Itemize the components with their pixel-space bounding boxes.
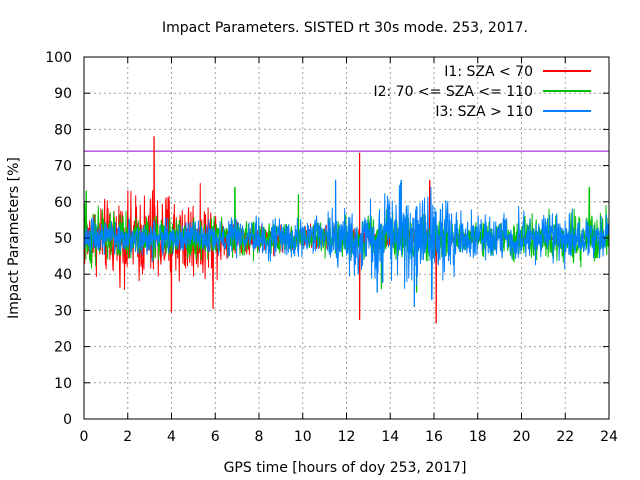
y-tick-label: 60 — [54, 195, 72, 211]
y-axis-label: Impact Parameters [%] — [6, 157, 22, 319]
y-tick-label: 0 — [63, 412, 72, 428]
x-tick-label: 2 — [123, 429, 132, 445]
y-tick-label: 100 — [45, 50, 72, 66]
x-tick-label: 0 — [80, 429, 89, 445]
y-tick-label: 90 — [54, 86, 72, 102]
x-tick-label: 16 — [425, 429, 443, 445]
legend-label: I2: 70 <= SZA <= 110 — [373, 84, 533, 100]
x-tick-label: 14 — [381, 429, 399, 445]
legend: I1: SZA < 70 I2: 70 <= SZA <= 110 I3: SZA … — [373, 64, 591, 120]
series-3 — [83, 179, 610, 308]
y-tick-label: 70 — [54, 159, 72, 175]
series-lines — [83, 136, 610, 324]
x-tick-label: 6 — [211, 429, 220, 445]
x-tick-label: 24 — [600, 429, 618, 445]
x-tick-label: 18 — [469, 429, 487, 445]
x-tick-label: 22 — [556, 429, 574, 445]
y-tick-label: 20 — [54, 340, 72, 356]
legend-label: I1: SZA < 70 — [444, 64, 533, 80]
y-tick-label: 80 — [54, 122, 72, 138]
x-tick-label: 20 — [513, 429, 531, 445]
series-line — [83, 179, 610, 308]
x-axis-label: GPS time [hours of doy 253, 2017] — [224, 460, 467, 476]
x-tick-label: 8 — [255, 429, 264, 445]
legend-label: I3: SZA > 110 — [435, 104, 533, 120]
y-tick-label: 50 — [54, 231, 72, 247]
chart-title: Impact Parameters. SISTED rt 30s mode. 2… — [162, 20, 528, 36]
y-tick-label: 30 — [54, 303, 72, 319]
y-tick-label: 10 — [54, 376, 72, 392]
x-tick-label: 12 — [338, 429, 356, 445]
axis-ticks: 0 2 4 6 8 10 12 14 16 18 20 22 240102030405060708090… — [45, 50, 618, 445]
x-tick-label: 10 — [294, 429, 312, 445]
x-tick-label: 4 — [167, 429, 176, 445]
y-tick-label: 40 — [54, 267, 72, 283]
